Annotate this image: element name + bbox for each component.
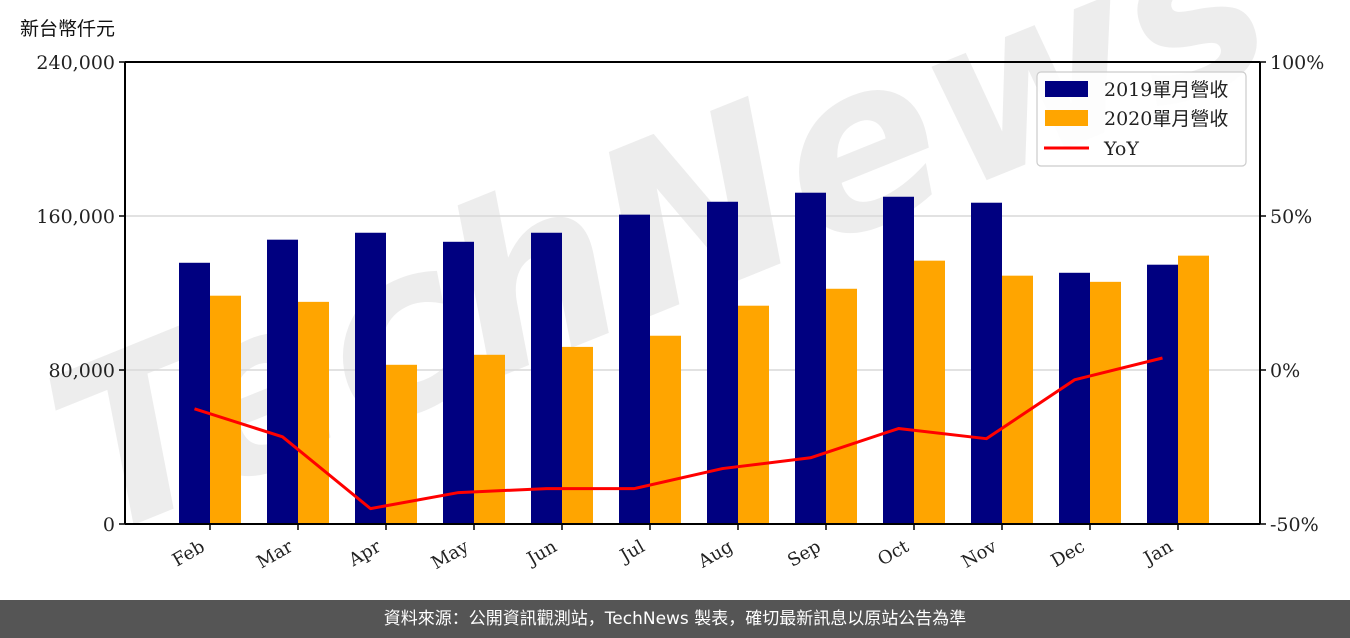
legend-swatch-1 [1045,110,1088,126]
bar-2020-aug [738,305,769,524]
x-tick-label: Oct [874,536,913,571]
bar-2020-nov [1002,275,1033,524]
x-tick-label: Dec [1048,536,1089,572]
x-tick-label: Aug [694,536,737,573]
bar-2019-jan [1147,264,1178,524]
legend-swatch-0 [1045,81,1088,97]
y2-tick-label: 50% [1270,206,1312,228]
yoy-line-series [194,356,1163,511]
source-footer: 資料來源：公開資訊觀測站，TechNews 製表，確切最新訊息以原站公告為準 [0,600,1350,638]
bar-2020-feb [210,295,241,524]
bar-2020-jun [562,346,593,524]
bar-2019-apr [355,232,386,524]
bar-series [179,192,1209,525]
bar-2019-feb [179,262,210,524]
bar-2019-aug [707,201,738,524]
legend-label-1: 2020單月營收 [1104,108,1228,130]
bar-2020-jul [650,335,681,524]
y2-tick-label: 0% [1270,360,1300,382]
bar-2019-oct [883,196,914,524]
x-tick-label: Nov [958,536,1001,573]
y2-tick-label: 100% [1270,52,1324,74]
bar-2020-sep [826,288,857,524]
bar-2019-mar [267,239,298,525]
bar-2019-jul [619,214,650,524]
x-tick-label: Jan [1139,536,1177,570]
x-tick-label: Apr [344,536,384,571]
bar-2019-dec [1059,272,1090,524]
bar-2019-sep [795,192,826,524]
legend-label-2: YoY [1103,138,1139,160]
legend: 2019單月營收 2020單月營收 YoY [1036,71,1247,167]
x-tick-label: Jul [615,536,649,568]
bar-2020-jan [1178,255,1209,524]
y-tick-label: 240,000 [36,52,115,74]
bar-2020-may [474,354,505,524]
x-tick-label: Sep [784,536,824,571]
bar-2020-apr [386,364,417,524]
revenue-chart: TechNews 080,000160,000240,000-50%0%50%1… [17,0,1325,591]
y-tick-label: 160,000 [36,206,115,228]
bar-2020-dec [1090,281,1121,524]
legend-box [1036,71,1247,167]
bar-2019-nov [971,202,1002,524]
x-tick-label: Jun [522,536,561,571]
y2-tick-label: -50% [1270,514,1319,536]
y-tick-label: 80,000 [49,360,115,382]
legend-label-0: 2019單月營收 [1104,79,1228,101]
bar-2020-oct [914,260,945,524]
yoy-line [194,356,1163,511]
bar-2019-jun [531,232,562,524]
bar-2019-may [443,241,474,525]
y-tick-label: 0 [103,514,115,536]
y-axis-unit-label: 新台幣仟元 [20,18,116,40]
x-tick-label: Mar [253,536,297,573]
bar-2020-mar [298,301,329,524]
x-tick-label: May [428,536,473,574]
